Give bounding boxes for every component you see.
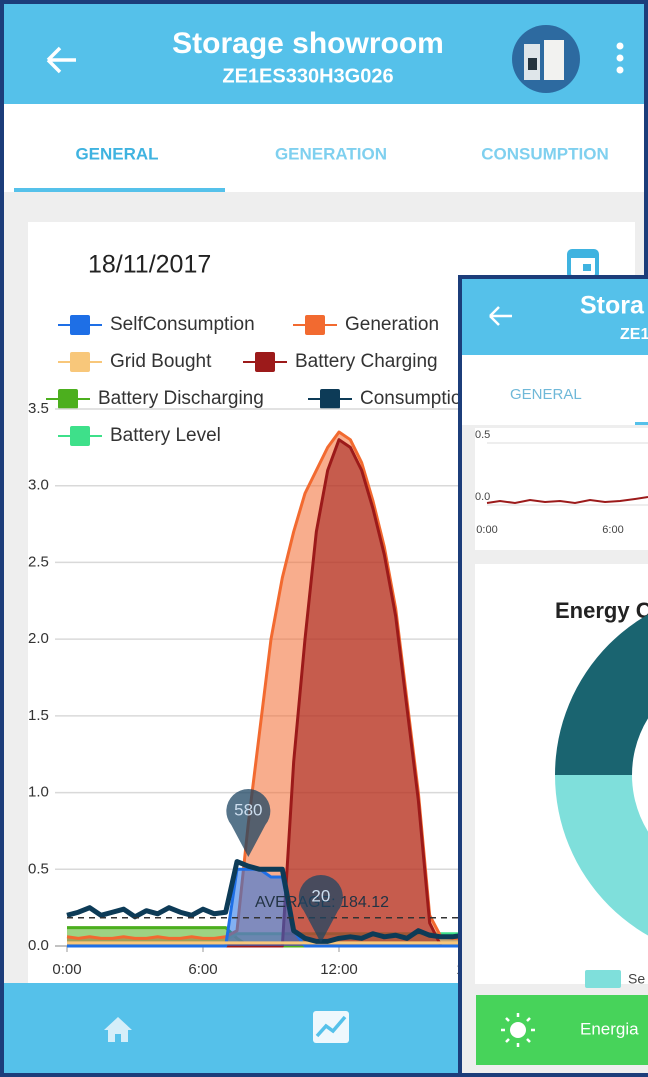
legend-swatch xyxy=(70,315,90,335)
screenshot: Storage showroom ZE1ES330H3G026 GENERAL … xyxy=(0,0,648,1077)
mini-x-tick-label: 0:00 xyxy=(476,524,497,536)
overlay-legend-swatch xyxy=(585,970,621,988)
legend-label: Battery Level xyxy=(110,425,221,446)
overlay-tab-indicator xyxy=(635,422,648,425)
app-subtitle: ZE1ES330H3G026 xyxy=(222,65,393,87)
overlay-screen: Stora ZE1 GENERAL 0.5 0.0 0:00 6:00 Energy … xyxy=(460,277,648,1073)
y-tick-label: 0.0 xyxy=(28,937,49,954)
overlay-subtitle: ZE1 xyxy=(620,326,648,343)
y-tick-label: 2.0 xyxy=(28,630,49,647)
x-tick-label: 0:00 xyxy=(52,961,81,978)
overlay-footer-text: Energia xyxy=(580,1019,639,1038)
y-tick-label: 3.0 xyxy=(28,477,49,494)
pin-label: 580 xyxy=(234,800,262,819)
mini-y-tick-label: 0.0 xyxy=(475,491,490,503)
app-title: Storage showroom xyxy=(172,27,444,60)
legend-label: SelfConsumption xyxy=(110,314,255,335)
legend-label: Battery Charging xyxy=(295,351,438,372)
y-tick-label: 0.5 xyxy=(28,860,49,877)
chart-nav-button[interactable] xyxy=(313,1011,349,1043)
x-tick-label: 6:00 xyxy=(188,961,217,978)
y-tick-label: 1.5 xyxy=(28,707,49,724)
legend-swatch xyxy=(305,315,325,335)
legend-label: Consumption xyxy=(360,388,472,409)
legend-swatch xyxy=(320,389,340,409)
tab-indicator xyxy=(14,188,225,192)
date: 18/11/2017 xyxy=(88,251,211,279)
tab[interactable]: CONSUMPTION xyxy=(481,144,609,163)
tab[interactable]: GENERAL xyxy=(75,144,158,163)
y-tick-label: 1.0 xyxy=(28,784,49,801)
overlay-card-title: Energy C xyxy=(555,598,648,623)
overlay-tab[interactable]: GENERAL xyxy=(510,386,582,403)
legend-swatch xyxy=(58,389,78,409)
x-tick-label: 12:00 xyxy=(320,961,358,978)
legend-swatch xyxy=(70,426,90,446)
legend-label: Battery Discharging xyxy=(98,388,264,409)
mini-x-tick-label: 6:00 xyxy=(602,524,623,536)
tab[interactable]: GENERATION xyxy=(275,144,387,163)
legend-swatch xyxy=(70,352,90,372)
legend-label: Grid Bought xyxy=(110,351,212,372)
menu-button[interactable] xyxy=(617,43,624,74)
y-tick-label: 3.5 xyxy=(28,400,49,417)
overlay-legend: Se xyxy=(628,971,645,987)
overlay-title: Stora xyxy=(580,292,645,320)
mini-y-tick-label: 0.5 xyxy=(475,429,490,441)
legend-label: Generation xyxy=(345,314,439,335)
pin-label: 20 xyxy=(311,886,330,905)
legend-swatch xyxy=(255,352,275,372)
y-tick-label: 2.5 xyxy=(28,553,49,570)
avatar[interactable] xyxy=(512,25,580,93)
